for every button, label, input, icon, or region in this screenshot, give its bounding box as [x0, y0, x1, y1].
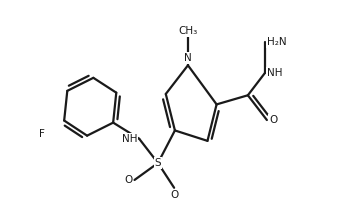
- Text: CH₃: CH₃: [178, 27, 198, 36]
- Text: O: O: [170, 190, 178, 200]
- Text: S: S: [155, 158, 161, 168]
- Text: O: O: [269, 115, 277, 125]
- Text: O: O: [124, 175, 132, 185]
- Text: NH: NH: [267, 68, 282, 78]
- Text: H₂N: H₂N: [267, 37, 287, 47]
- Text: NH: NH: [122, 134, 137, 144]
- Text: N: N: [184, 53, 192, 63]
- Text: F: F: [39, 129, 44, 139]
